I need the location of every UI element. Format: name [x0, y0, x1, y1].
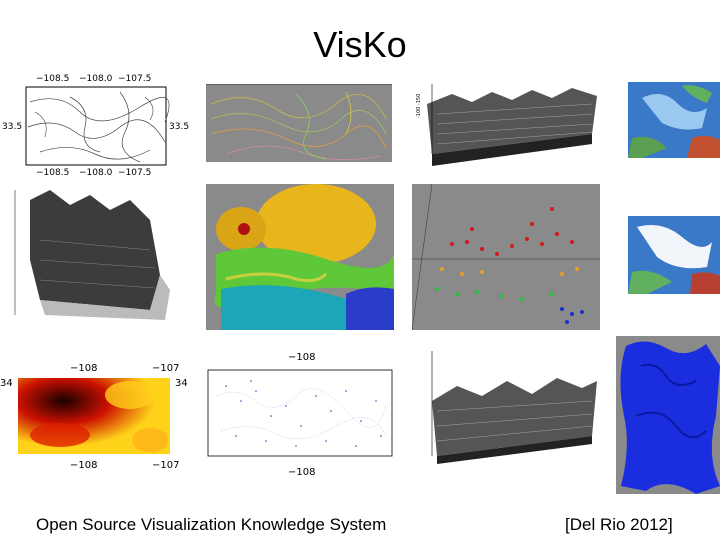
heat-top-tick-2: −107: [152, 363, 179, 374]
3d-surface-plot-bottom: [412, 346, 604, 468]
point-distribution-map: −108 −108: [206, 346, 396, 480]
3d-scatter-points: [412, 184, 600, 330]
contour-right-tick: 33.5: [169, 122, 189, 132]
heat-right-tick: 34: [175, 378, 188, 389]
contour-top-tick-3: −107.5: [118, 74, 151, 84]
heat-bottom-tick-1: −108: [70, 460, 97, 471]
3d-surface-wireframe: [0, 180, 198, 332]
slide-title: VisKo: [313, 24, 407, 65]
blue-map-slice-middle: [622, 212, 720, 298]
contour-map-2d: −108.5 −108.0 −107.5 33.5 33.5 −108.5 −1…: [0, 72, 198, 178]
heat-map-2d: −108 −107 34 34 −108 −107: [0, 360, 198, 472]
3d-surface-plot-top: -100 -150: [412, 74, 604, 174]
heat-left-tick: 34: [0, 378, 13, 389]
contour-bottom-tick-2: −108.0: [79, 168, 113, 178]
heat-top-tick-1: −108: [70, 363, 97, 374]
contour-bottom-tick-1: −108.5: [36, 168, 69, 178]
svg-text:-100 -150: -100 -150: [416, 94, 422, 118]
point-map-top-tick: −108: [288, 352, 315, 363]
footer-citation: [Del Rio 2012]: [565, 515, 673, 534]
isosurface-3d-render: [206, 184, 394, 330]
colored-contour-lines: [206, 84, 392, 162]
heat-bottom-tick-2: −107: [152, 460, 179, 471]
footer-caption: Open Source Visualization Knowledge Syst…: [36, 515, 387, 534]
contour-left-tick: 33.5: [2, 122, 22, 132]
3d-volume-render: [616, 336, 720, 494]
contour-bottom-tick-3: −107.5: [118, 168, 151, 178]
contour-top-tick-2: −108.0: [79, 74, 113, 84]
point-map-bottom-tick: −108: [288, 467, 315, 478]
contour-top-tick-1: −108.5: [36, 74, 69, 84]
blue-map-slice-top: [622, 78, 720, 162]
